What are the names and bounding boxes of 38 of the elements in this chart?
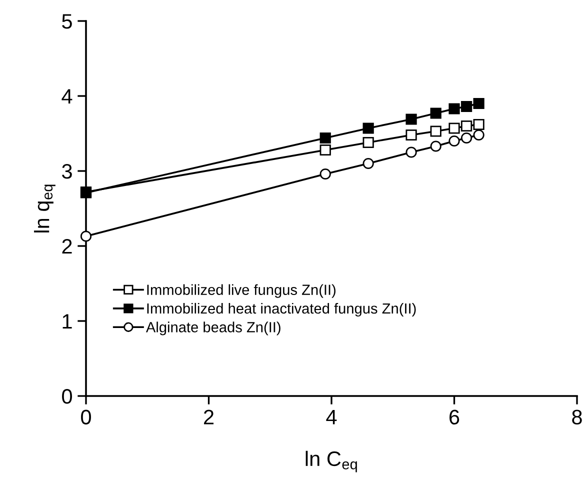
point — [473, 129, 484, 141]
x-tick-label: 2 — [204, 410, 214, 424]
x-tick-label: 8 — [572, 410, 582, 424]
point — [460, 100, 472, 112]
point — [320, 168, 331, 180]
x-tick-label: 6 — [450, 410, 460, 424]
y-tick-label: 2 — [62, 239, 72, 254]
point — [430, 108, 442, 119]
point — [406, 146, 417, 158]
y-tick-label: 3 — [62, 164, 72, 179]
point — [406, 114, 417, 125]
point — [80, 230, 92, 242]
legend-label: Immobilized heat inactivated fungus Zn(II) — [147, 302, 416, 317]
y-tick-label: 1 — [62, 314, 72, 329]
y-tick-label: 0 — [62, 389, 72, 404]
x-axis-title: ln C$_{eq}$ — [306, 450, 357, 472]
point — [320, 132, 331, 144]
point — [406, 129, 417, 141]
y-axis-title: ln q$_{eq}$ — [34, 184, 56, 232]
x-tick-label: 0 — [81, 410, 91, 424]
legend-label: Immobilized live fungus Zn(II) — [147, 284, 336, 298]
point — [362, 136, 374, 148]
point — [460, 120, 472, 132]
point — [362, 158, 374, 170]
y-tick-label: 4 — [62, 89, 72, 104]
point — [473, 118, 484, 130]
point — [430, 140, 442, 152]
point — [448, 135, 460, 147]
point — [320, 144, 331, 156]
x-tick-label: 4 — [326, 410, 337, 424]
point — [460, 132, 472, 144]
point — [448, 122, 460, 134]
point — [448, 103, 460, 114]
point — [430, 126, 442, 137]
legend-label: Alginate beads Zn(II) — [146, 322, 280, 336]
point — [362, 122, 374, 134]
y-tick-label: 5 — [62, 14, 72, 29]
point — [473, 98, 484, 110]
